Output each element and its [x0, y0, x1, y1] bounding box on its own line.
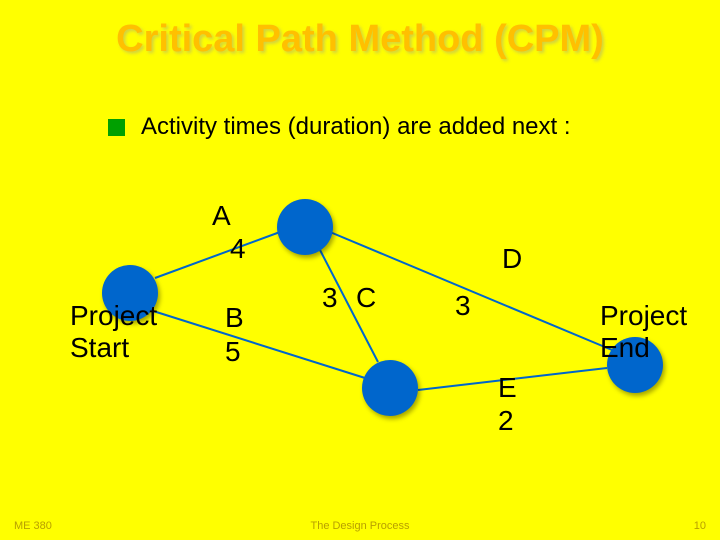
side-label: Project End: [600, 300, 687, 364]
edge-label: B: [225, 302, 244, 334]
edge-label: E: [498, 372, 517, 404]
edge-weight: 3: [455, 290, 471, 322]
edges-layer: [0, 0, 720, 540]
side-label: Project Start: [70, 300, 157, 364]
edge-label: D: [502, 243, 522, 275]
edge-label: A: [212, 200, 231, 232]
edge-weight: 2: [498, 405, 514, 437]
edge-weight: 5: [225, 336, 241, 368]
edge: [155, 232, 280, 278]
edge-label: C: [356, 282, 376, 314]
edge-weight: 4: [230, 233, 246, 265]
cpm-diagram: A4B5C3D3E2Project StartProject End: [0, 0, 720, 540]
edge: [150, 310, 365, 378]
edge-weight: 3: [322, 282, 338, 314]
graph-node: [277, 199, 333, 255]
footer-center: The Design Process: [310, 520, 409, 532]
footer-left: ME 380: [14, 520, 52, 532]
graph-node: [362, 360, 418, 416]
slide: Critical Path Method (CPM) Activity time…: [0, 0, 720, 540]
footer-right: 10: [694, 520, 706, 532]
